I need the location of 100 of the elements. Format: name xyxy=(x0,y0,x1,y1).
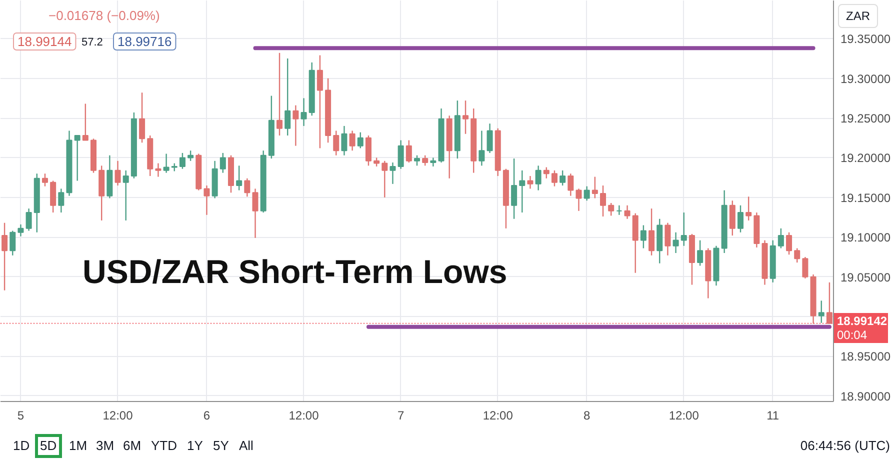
ref-line-label: 18.99142 xyxy=(837,314,888,328)
candlestick xyxy=(560,170,566,186)
candlestick xyxy=(608,202,614,216)
text: 1Y xyxy=(187,438,203,454)
candlestick xyxy=(697,240,704,266)
candlestick xyxy=(236,165,242,191)
x-tick-label: 12:00 xyxy=(288,408,320,422)
candlestick xyxy=(163,153,170,174)
candlestick xyxy=(122,170,129,222)
y-tick-label: 19.15000 xyxy=(840,190,891,205)
y-tick-label: 18.90000 xyxy=(840,389,891,404)
text: 6M xyxy=(123,438,142,454)
candlestick xyxy=(802,256,808,280)
text: 00:04 xyxy=(837,328,868,342)
candlestick xyxy=(422,154,428,166)
text: 5Y xyxy=(213,438,229,454)
candlestick xyxy=(511,158,518,220)
candlestick xyxy=(42,173,48,187)
candlestick xyxy=(624,204,630,220)
candlestick xyxy=(382,160,388,198)
candlestick xyxy=(10,230,16,256)
y-tick-label: 19.35000 xyxy=(840,32,891,46)
text: 1M xyxy=(69,438,88,454)
candlestick xyxy=(786,232,792,256)
candlestick xyxy=(50,180,56,214)
candlestick xyxy=(778,228,784,249)
candlestick xyxy=(252,188,258,239)
candlestick xyxy=(584,186,590,202)
text: 3M xyxy=(96,438,114,454)
text: 5D xyxy=(35,434,62,458)
candlestick xyxy=(527,175,534,190)
candlestick xyxy=(478,130,485,166)
annotation: 18.99144 xyxy=(18,34,72,49)
candlestick xyxy=(551,170,558,187)
candlestick xyxy=(794,248,800,264)
x-tick-label: 7 xyxy=(397,408,404,422)
candlestick xyxy=(592,176,598,199)
candlestick xyxy=(2,222,8,291)
candlestick xyxy=(341,125,348,156)
candlestick xyxy=(58,188,64,214)
candlestick xyxy=(486,122,493,154)
candlestick xyxy=(664,222,671,256)
candlestick xyxy=(826,282,832,324)
x-tick-label: 8 xyxy=(584,408,590,422)
candlestick xyxy=(284,58,291,136)
candlestick xyxy=(729,200,736,236)
candlestick xyxy=(535,165,542,191)
y-tick-label: 19.30000 xyxy=(840,72,891,86)
text: USD/ZAR Short-Term Lows xyxy=(82,253,508,290)
candlestick xyxy=(300,98,307,127)
candlestick xyxy=(648,208,655,256)
candlestick xyxy=(349,130,356,152)
text: ZAR xyxy=(838,4,878,28)
candlestick xyxy=(680,212,687,246)
candlestick xyxy=(462,100,469,134)
candlestick xyxy=(519,170,526,214)
candlestick xyxy=(114,160,121,186)
candlestick xyxy=(292,104,299,146)
candlestick xyxy=(26,208,32,232)
x-tick-label: 11 xyxy=(766,408,780,422)
x-tick-label: 6 xyxy=(203,408,210,422)
text: All xyxy=(239,438,254,454)
candlestick xyxy=(576,188,582,212)
candlestick xyxy=(357,132,364,149)
candlestick xyxy=(568,173,574,196)
x-tick-label: 12:00 xyxy=(482,408,514,422)
candlestick xyxy=(390,162,396,185)
annotation: 57.2 xyxy=(82,36,103,48)
x-tick-label: 12:00 xyxy=(102,408,134,422)
candlestick xyxy=(672,232,679,254)
annotation: −0.01678 (−0.09%) xyxy=(48,8,160,23)
candlestick xyxy=(155,162,162,178)
x-tick-label: 12:00 xyxy=(668,408,700,422)
text: YTD xyxy=(151,438,177,454)
candlestick xyxy=(204,184,210,216)
candlestick xyxy=(333,130,340,156)
x-tick-label: 5 xyxy=(17,408,24,422)
candlestick xyxy=(365,134,372,166)
candlestick xyxy=(220,152,226,174)
candlestick xyxy=(82,103,88,141)
candlestick xyxy=(746,196,752,222)
candlestick xyxy=(818,300,824,324)
candlestick xyxy=(640,224,646,249)
text: 1D xyxy=(13,438,30,454)
y-tick-label: 19.25000 xyxy=(840,112,891,126)
candlestick xyxy=(616,204,622,216)
candlestick xyxy=(600,184,606,218)
y-tick-label: 19.20000 xyxy=(840,151,891,166)
annotation: 18.99716 xyxy=(118,34,172,49)
y-tick-label: 19.05000 xyxy=(840,270,891,284)
candlestick xyxy=(74,134,80,182)
candlestick xyxy=(316,54,323,149)
candlestick xyxy=(430,157,436,168)
y-tick-label: 19.10000 xyxy=(840,230,891,245)
candlestick xyxy=(188,150,194,162)
candlestick xyxy=(737,204,744,233)
candlestick xyxy=(414,154,420,166)
y-tick-label: 18.95000 xyxy=(840,350,891,364)
candlestick xyxy=(244,178,250,198)
candlestick xyxy=(139,92,146,144)
